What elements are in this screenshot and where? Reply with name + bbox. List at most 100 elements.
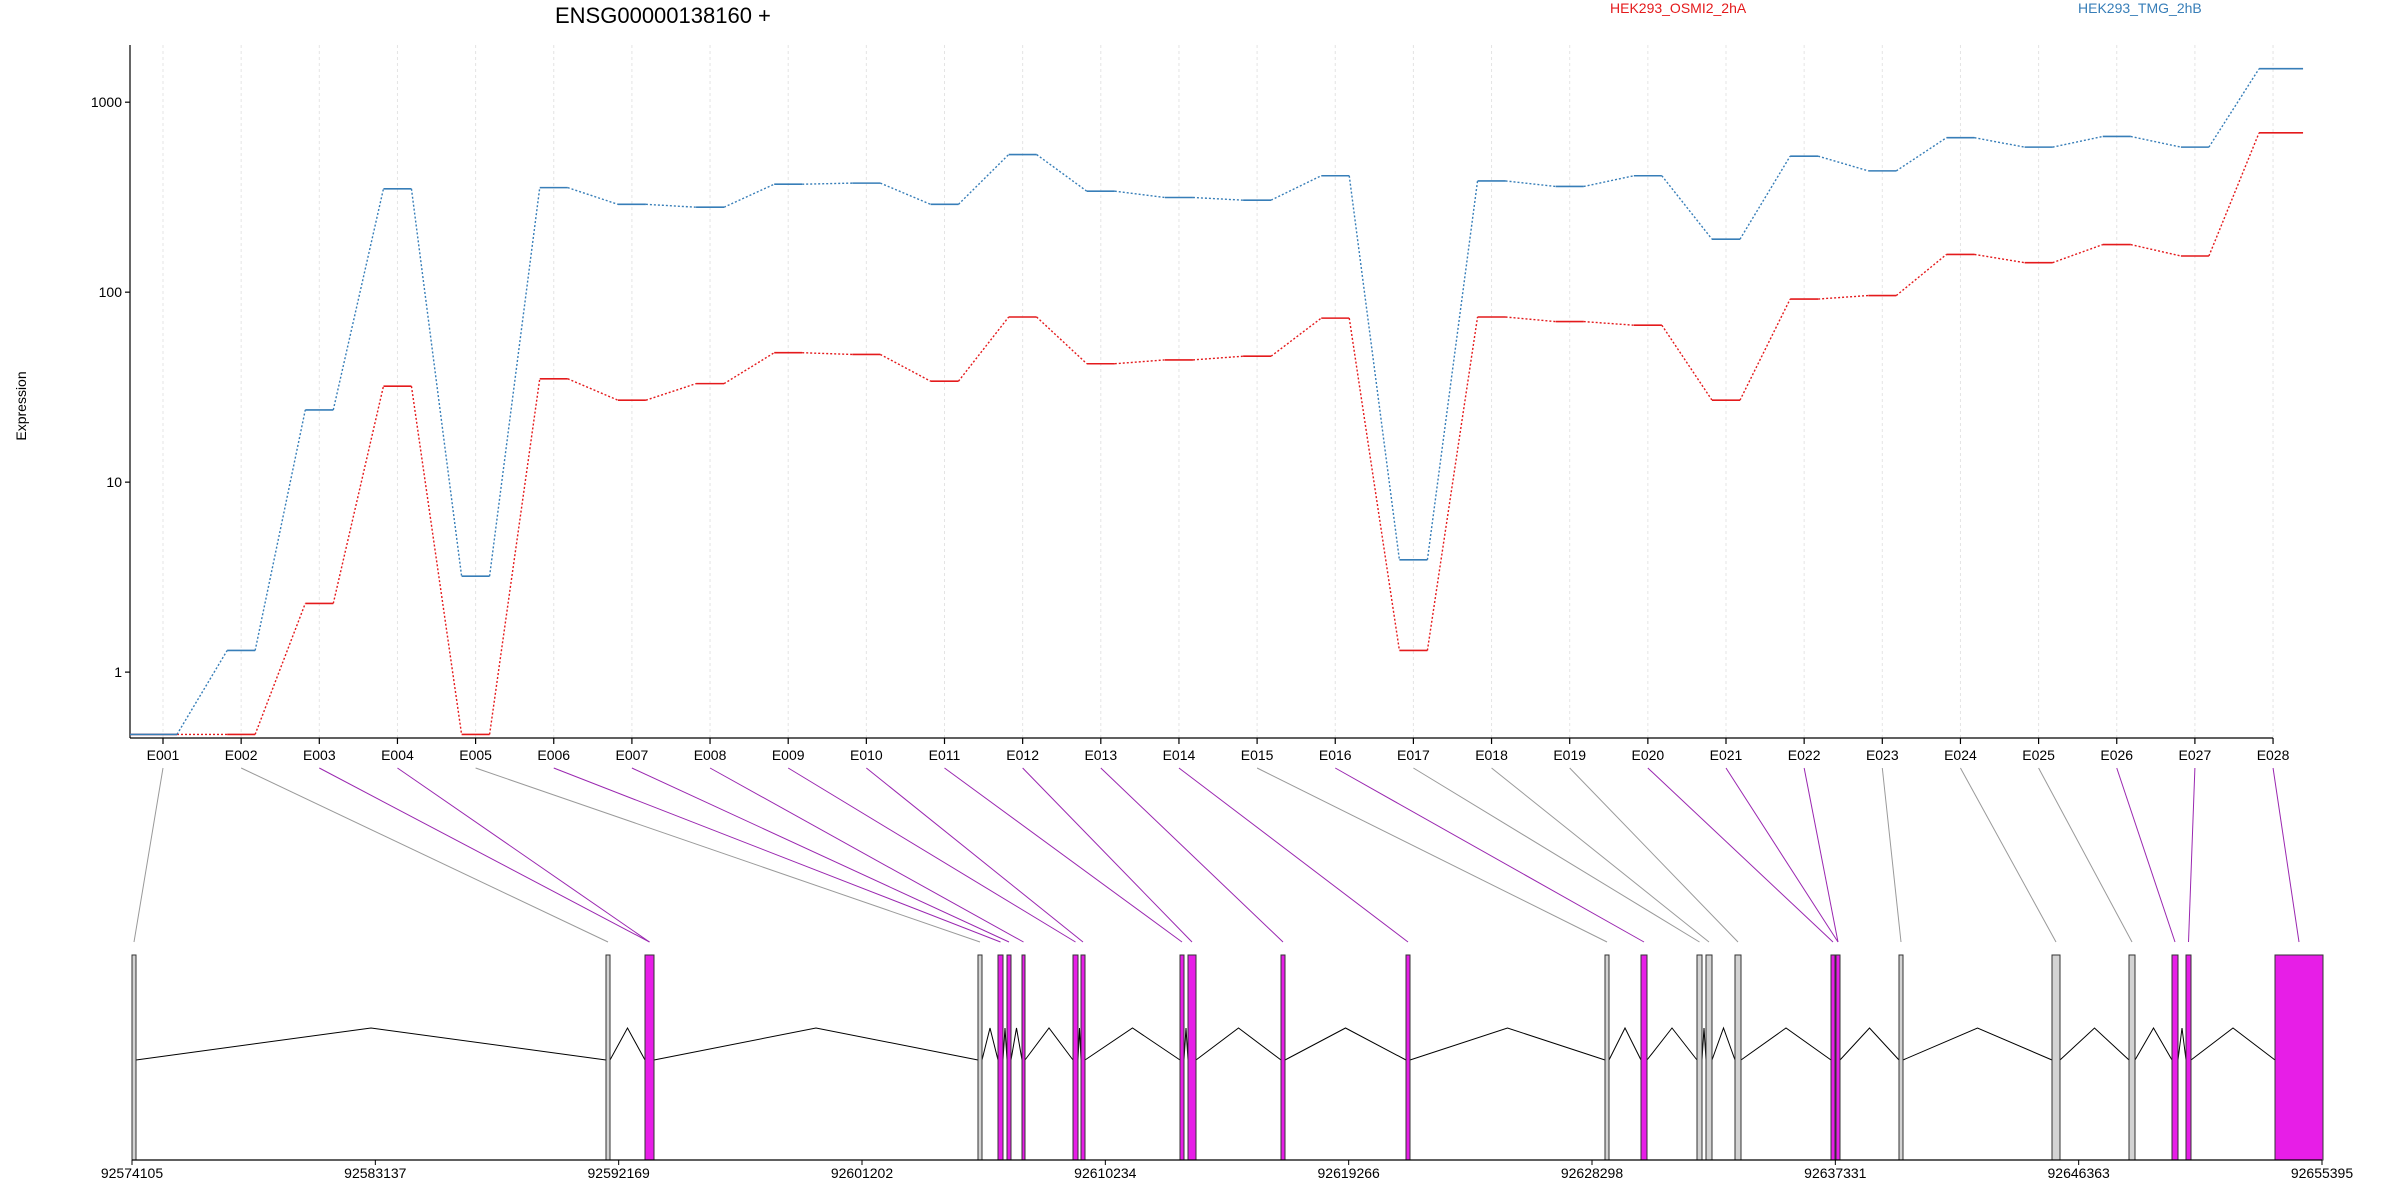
intron-line	[1646, 1027, 1698, 1061]
genomic-tick-label: 92601202	[831, 1165, 894, 1181]
connector-line	[2052, 135, 2103, 148]
exon-box	[1006, 954, 1012, 1161]
connector-line	[332, 386, 385, 604]
connector-line	[254, 409, 306, 651]
x-tick-label: E021	[1710, 747, 1743, 763]
x-tick-label: E001	[147, 747, 180, 763]
connector-line	[1505, 180, 1556, 188]
intron-line	[1711, 1026, 1736, 1061]
x-tick-label: E010	[850, 747, 883, 763]
exon-box	[1072, 954, 1079, 1161]
exon-connectors	[133, 767, 2300, 943]
connector-line	[1426, 180, 1479, 560]
intron-line	[1084, 1027, 1181, 1061]
connector-line	[1192, 196, 1244, 201]
connector-line	[410, 188, 463, 577]
connector-line	[1505, 316, 1556, 323]
exon-box	[1640, 954, 1648, 1161]
connector-line	[567, 378, 619, 401]
connector-line	[2130, 135, 2182, 148]
intron-line	[1002, 1027, 1008, 1061]
y-tick-label: 10	[106, 474, 122, 490]
connector-line	[1348, 175, 1401, 560]
genomic-axis: 92574105 92583137 92592169 92601202 92610234…	[101, 1159, 2354, 1181]
exon-box	[977, 954, 983, 1161]
x-tick-label: E003	[303, 747, 336, 763]
x-tick-label: E008	[694, 747, 727, 763]
exon-box	[644, 954, 655, 1161]
intron-line	[1284, 1027, 1407, 1061]
genomic-tick-label: 92583137	[344, 1165, 407, 1181]
genomic-tick-label: 92592169	[588, 1165, 651, 1181]
x-tick-label: E016	[1319, 747, 1352, 763]
connector-line	[1739, 298, 1791, 401]
connector-line	[880, 353, 931, 382]
y-axis-label: Expression	[13, 371, 29, 440]
intron-line	[135, 1027, 607, 1061]
intron-line	[1839, 1027, 1900, 1061]
y-tick-label: 1	[114, 664, 122, 680]
connector-line	[645, 203, 697, 208]
connector-line	[254, 603, 306, 735]
exon-box	[997, 954, 1004, 1161]
exon-connector	[475, 767, 981, 943]
genomic-tick-label: 92655395	[2291, 1165, 2354, 1181]
connector-line	[1114, 359, 1166, 365]
x-tick-label: E023	[1866, 747, 1899, 763]
connector-line	[2052, 243, 2103, 264]
exon-connector	[866, 767, 1084, 943]
exon-connector	[1178, 767, 1409, 943]
connector-line	[1895, 137, 1947, 172]
series-lines	[130, 67, 2304, 736]
connector-line	[1974, 253, 2025, 264]
connector-line	[332, 188, 385, 411]
x-tick-label: E011	[929, 747, 961, 763]
exon-box	[131, 954, 137, 1161]
vertical-grid	[162, 45, 2274, 738]
exon-connector	[2116, 767, 2176, 943]
exon-connector	[1647, 767, 1834, 943]
connector-line	[1583, 320, 1634, 326]
exon-connector	[631, 767, 1010, 943]
exon-connector	[1335, 767, 1645, 943]
connector-line	[2208, 132, 2260, 257]
genomic-tick-label: 92619266	[1318, 1165, 1381, 1181]
x-tick-label: E004	[381, 747, 414, 763]
exon-connector	[397, 767, 650, 943]
genomic-tick-label: 92637331	[1804, 1165, 1867, 1181]
connector-line	[1817, 155, 1869, 172]
x-tick-label: E028	[2257, 747, 2290, 763]
connector-line	[1739, 155, 1791, 240]
exon-connector	[1803, 767, 1839, 943]
x-tick-label: E007	[616, 747, 649, 763]
connector-line	[567, 186, 619, 205]
connector-line	[723, 183, 775, 208]
exon-box	[2185, 954, 2192, 1161]
exon-box	[605, 954, 611, 1161]
x-tick-label: E013	[1084, 747, 1117, 763]
exon-box	[1021, 954, 1026, 1161]
exon-box	[1898, 954, 1904, 1161]
x-tick-label: E019	[1553, 747, 1586, 763]
intron-line	[1701, 1027, 1707, 1061]
genomic-tick-label: 92574105	[101, 1165, 164, 1181]
connector-line	[1036, 154, 1088, 192]
exon-connector	[133, 767, 164, 943]
exon-connector	[2038, 767, 2133, 943]
exon-box	[1705, 954, 1713, 1161]
exon-connector	[553, 767, 1001, 943]
exon-connector	[2272, 767, 2300, 943]
x-tick-label: E025	[2022, 747, 2055, 763]
exon-box	[1830, 954, 1836, 1161]
connector-line	[1036, 316, 1088, 365]
x-tick-label: E022	[1788, 747, 1821, 763]
connector-line	[1661, 324, 1713, 401]
intron-line	[2134, 1027, 2173, 1061]
exon-box	[1280, 954, 1286, 1161]
y-axis: 1 10 100 1000	[91, 45, 131, 738]
intron-line	[653, 1027, 979, 1061]
connector-line	[1974, 137, 2025, 148]
exon-track	[131, 954, 2324, 1161]
connector-line	[410, 386, 463, 735]
x-tick-label: E006	[537, 747, 570, 763]
